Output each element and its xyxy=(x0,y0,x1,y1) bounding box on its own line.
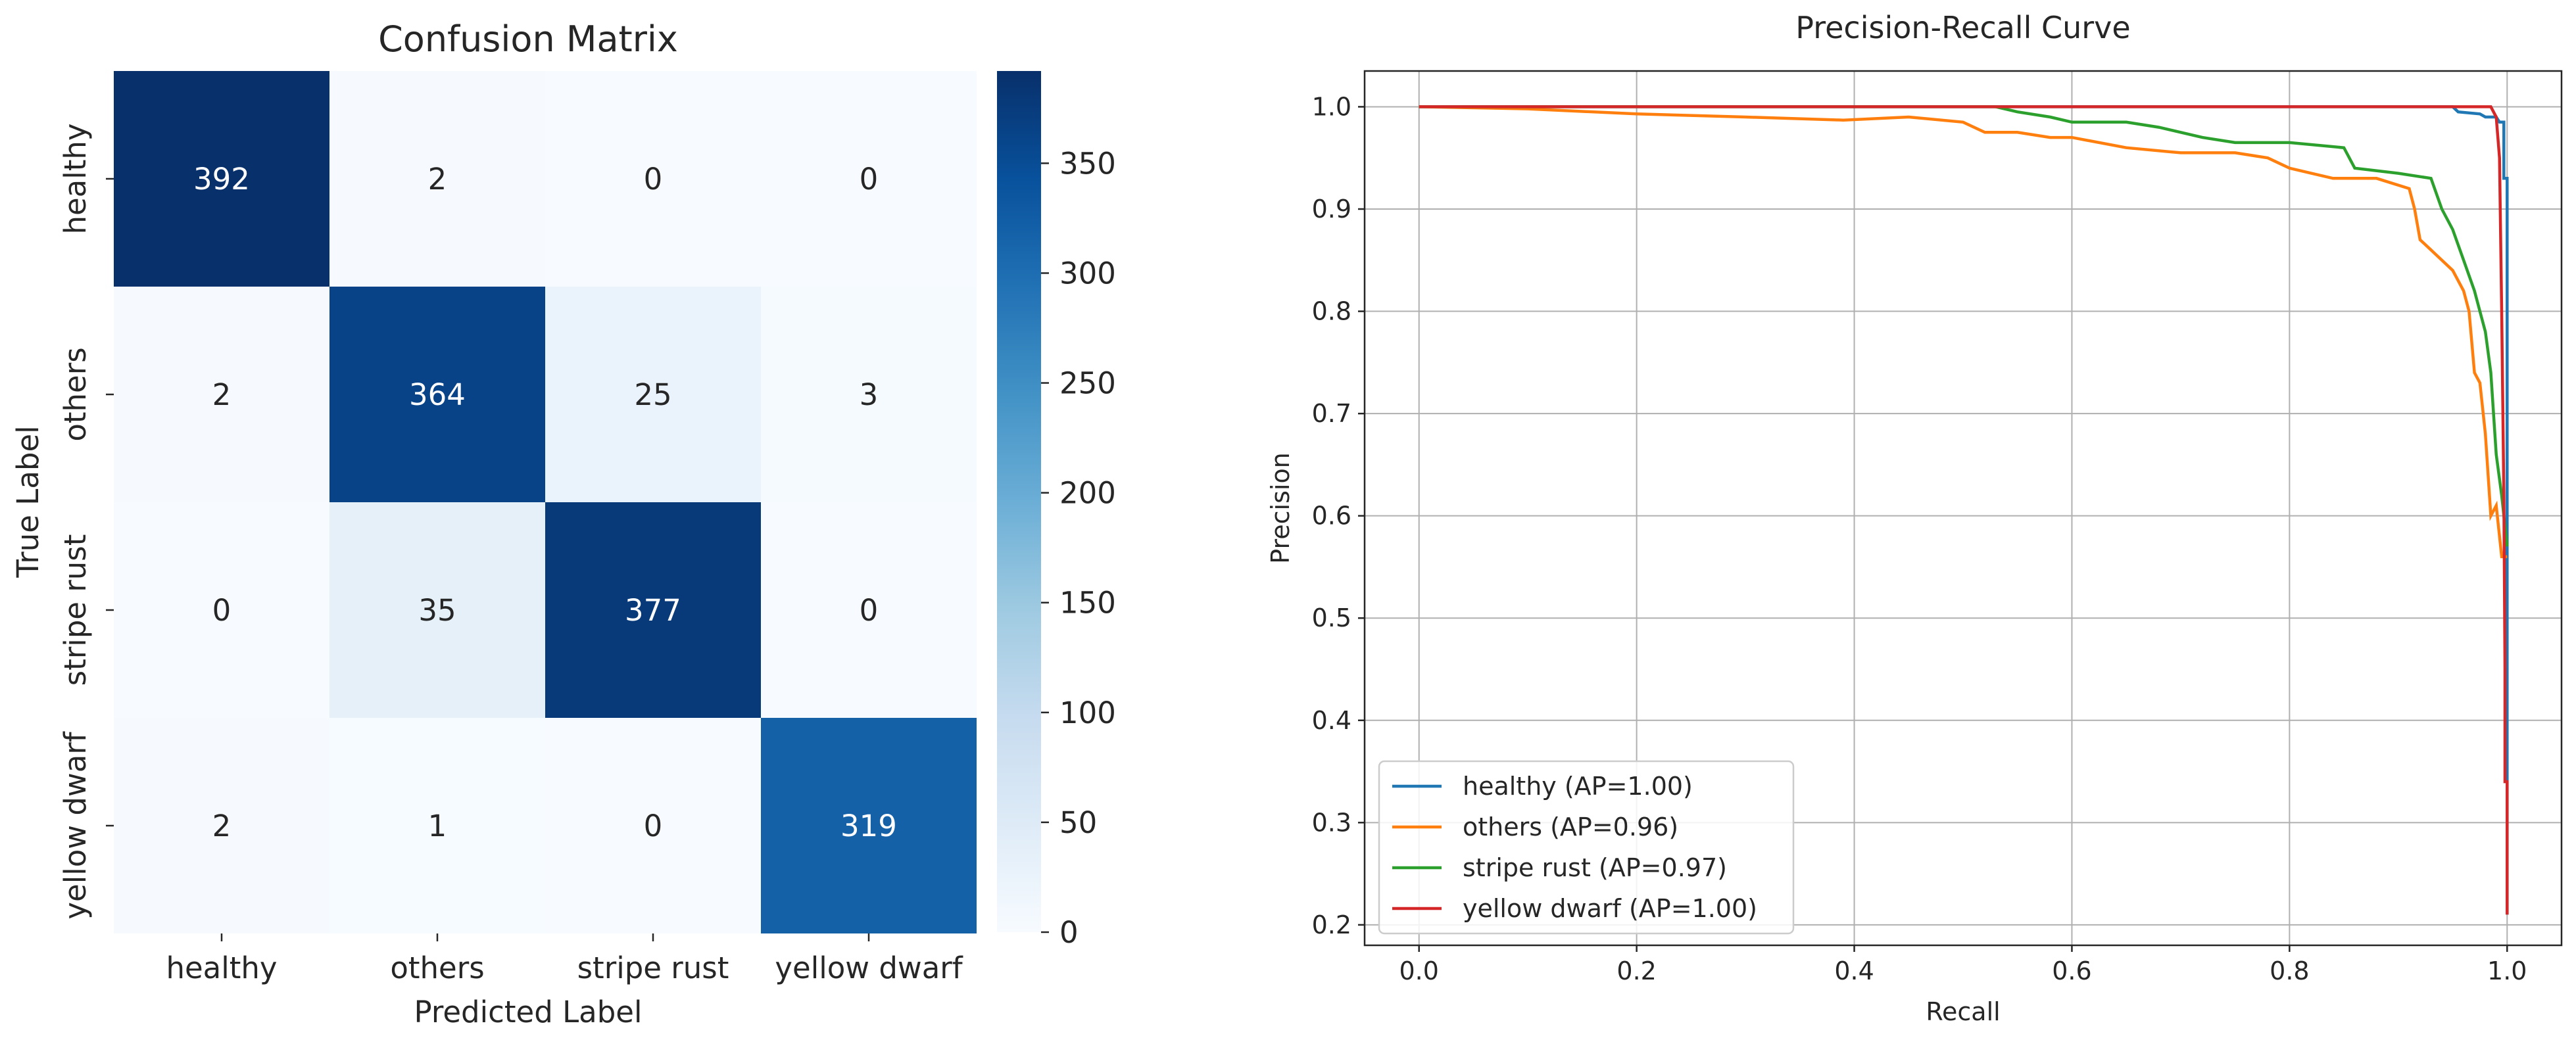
pr-x-tick-label: 0.4 xyxy=(1834,956,1874,985)
pr-x-tick-label: 1.0 xyxy=(2487,956,2527,985)
cell-value-label: 2 xyxy=(212,809,231,843)
cell-value-label: 1 xyxy=(428,809,447,843)
legend-label-stripe-rust: stripe rust (AP=0.97) xyxy=(1463,853,1727,882)
pr-y-tick-label: 0.5 xyxy=(1312,603,1351,632)
x-tick-label-yellow-dwarf: yellow dwarf xyxy=(775,951,963,985)
heatmap-cell-others-others xyxy=(329,287,545,502)
heatmap-cell-yellow-dwarf-others xyxy=(329,718,545,933)
cell-value-label: 377 xyxy=(625,593,681,628)
pr-y-tick-label: 1.0 xyxy=(1312,92,1351,121)
legend-label-others: others (AP=0.96) xyxy=(1463,813,1678,841)
x-tick-label-stripe-rust: stripe rust xyxy=(577,951,729,985)
cell-value-label: 0 xyxy=(860,593,879,628)
pr-title: Precision-Recall Curve xyxy=(1795,10,2130,45)
pr-ticks: 0.0 0.2 0.4 0.6 0.8 1.0 0.2 0.3 0.4 0.5 0.6 0.7 0.8 0… xyxy=(1312,92,2527,985)
y-tick-label-others: others xyxy=(58,347,93,441)
pr-y-tick-label: 0.9 xyxy=(1312,195,1351,224)
pr-series-lines xyxy=(1419,105,2509,915)
pr-x-tick-label: 0.0 xyxy=(1399,956,1439,985)
pr-line-stripe-rust xyxy=(1419,105,2509,547)
heatmap-cell-yellow-dwarf-healthy xyxy=(114,718,329,933)
pr-line-others xyxy=(1419,105,2508,559)
precision-recall-panel: Precision-Recall Curve 0.0 0.2 0.4 0.6 0.8 1.… xyxy=(1266,10,2563,1026)
heatmap-cell-healthy-stripe-rust xyxy=(545,71,761,287)
colorbar-tick-label: 350 xyxy=(1059,146,1116,181)
x-tick-label-healthy: healthy xyxy=(166,951,277,985)
colorbar-tick-label: 250 xyxy=(1059,366,1116,401)
pr-ylabel: Precision xyxy=(1266,452,1295,564)
colorbar-tick-label: 300 xyxy=(1059,256,1116,291)
colorbar-tick-label: 0 xyxy=(1059,915,1079,950)
heatmap-cell-others-healthy xyxy=(114,287,329,502)
cell-value-label: 25 xyxy=(634,377,671,412)
pr-y-tick-label: 0.2 xyxy=(1312,910,1351,939)
pr-y-tick-label: 0.8 xyxy=(1312,297,1351,326)
colorbar xyxy=(997,71,1041,932)
pr-x-tick-label: 0.6 xyxy=(2052,956,2091,985)
pr-xlabel: Recall xyxy=(1926,997,2000,1026)
heatmap-cell-others-yellow-dwarf xyxy=(761,287,977,502)
heatmap-cell-stripe-rust-others xyxy=(329,502,545,718)
pr-x-tick-label: 0.2 xyxy=(1616,956,1656,985)
cell-value-label: 0 xyxy=(644,809,663,843)
y-tick-label-yellow-dwarf: yellow dwarf xyxy=(58,731,93,919)
heatmap-cell-healthy-healthy xyxy=(114,71,329,287)
colorbar-tick-label: 150 xyxy=(1059,586,1116,621)
heatmap-cell-stripe-rust-stripe-rust xyxy=(545,502,761,718)
heatmap-cell-yellow-dwarf-yellow-dwarf xyxy=(761,718,977,933)
heatmap-cell-healthy-others xyxy=(329,71,545,287)
confusion-matrix-cells: 392 2 0 02 364 25 30 35 377 02 1 0 319 xyxy=(114,71,977,933)
cell-value-label: 364 xyxy=(409,377,466,412)
pr-x-tick-label: 0.8 xyxy=(2270,956,2309,985)
confusion-matrix-panel: Confusion Matrix 392 2 0 02 364 25 30 35 377 02 1 0… xyxy=(11,18,1116,1029)
cell-value-label: 392 xyxy=(193,162,250,197)
legend-label-healthy: healthy (AP=1.00) xyxy=(1463,772,1693,801)
pr-legend-box xyxy=(1378,760,1795,935)
cell-value-label: 0 xyxy=(860,162,879,197)
pr-y-tick-label: 0.6 xyxy=(1312,502,1351,531)
cell-value-label: 3 xyxy=(860,377,879,412)
confusion-matrix-title: Confusion Matrix xyxy=(378,18,678,60)
heatmap-cell-stripe-rust-healthy xyxy=(114,502,329,718)
pr-line-yellow-dwarf xyxy=(1419,105,2509,915)
cell-value-label: 319 xyxy=(840,809,897,843)
heatmap-cell-healthy-yellow-dwarf xyxy=(761,71,977,287)
colorbar-tick-label: 50 xyxy=(1059,805,1097,840)
heatmap-cell-yellow-dwarf-stripe-rust xyxy=(545,718,761,933)
cell-value-label: 0 xyxy=(644,162,663,197)
pr-y-tick-label: 0.4 xyxy=(1312,706,1351,735)
pr-y-tick-label: 0.7 xyxy=(1312,399,1351,428)
heatmap-cell-stripe-rust-yellow-dwarf xyxy=(761,502,977,718)
pr-axes-frame xyxy=(1363,70,2563,947)
confusion-matrix-xlabel: Predicted Label xyxy=(414,995,643,1029)
heatmap-cell-others-stripe-rust xyxy=(545,287,761,502)
x-tick-label-others: others xyxy=(390,951,484,985)
confusion-matrix-ylabel: True Label xyxy=(11,425,45,578)
y-tick-label-stripe-rust: stripe rust xyxy=(58,534,93,686)
pr-legend: healthy (AP=1.00) others (AP=0.96) stripe … xyxy=(1378,760,1795,935)
confusion-matrix-ticks: healthy others stripe rust yellow dwarf heal… xyxy=(58,123,963,985)
pr-y-tick-label: 0.3 xyxy=(1312,808,1351,837)
colorbar-ticks: 0 50 100 150 200 250 300 350 xyxy=(1041,146,1116,950)
colorbar-tick-label: 200 xyxy=(1059,476,1116,511)
legend-label-yellow-dwarf: yellow dwarf (AP=1.00) xyxy=(1463,894,1757,923)
cell-value-label: 35 xyxy=(418,593,456,628)
cell-value-label: 0 xyxy=(212,593,231,628)
colorbar-tick-label: 100 xyxy=(1059,696,1116,730)
y-tick-label-healthy: healthy xyxy=(58,123,93,234)
cell-value-label: 2 xyxy=(428,162,447,197)
cell-value-label: 2 xyxy=(212,377,231,412)
